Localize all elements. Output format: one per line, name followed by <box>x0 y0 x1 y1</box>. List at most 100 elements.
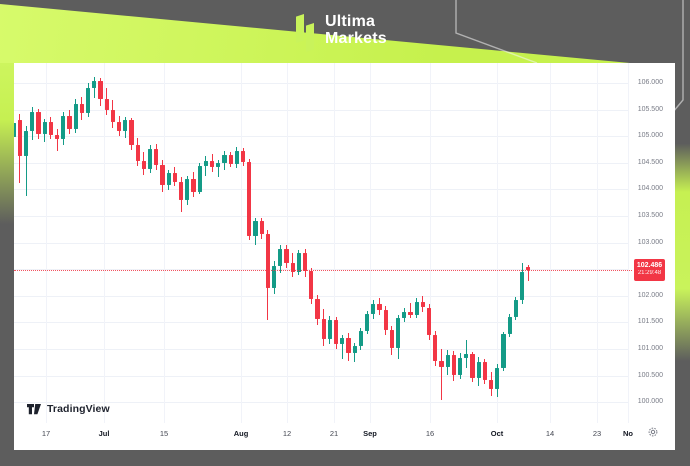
candle <box>284 248 289 263</box>
candle <box>377 304 382 310</box>
candle-wick <box>410 303 411 319</box>
candle <box>247 161 252 237</box>
candle <box>234 151 240 164</box>
v-gridline <box>497 63 498 423</box>
tradingview-attribution-link[interactable]: TradingView <box>27 403 110 415</box>
candle <box>309 271 314 299</box>
h-gridline <box>14 295 628 297</box>
h-gridline <box>14 349 628 350</box>
candle <box>519 272 525 301</box>
candle <box>513 300 519 318</box>
candle <box>296 253 302 273</box>
h-gridline <box>14 375 628 377</box>
right-margin-decoration <box>675 63 690 466</box>
candle <box>414 302 419 315</box>
candle <box>278 248 283 266</box>
candle <box>495 368 500 390</box>
h-gridline <box>14 402 628 404</box>
price-axis-label: 100.000 <box>637 398 663 406</box>
candle <box>240 151 246 162</box>
v-gridline <box>628 63 629 423</box>
candle <box>36 112 41 134</box>
v-gridline <box>370 63 371 423</box>
candle-wick <box>441 349 442 400</box>
candle <box>228 155 233 164</box>
candle <box>402 311 407 319</box>
candle <box>445 355 450 368</box>
candle <box>147 148 153 170</box>
candle <box>23 130 29 157</box>
ultima-markets-logo: Ultima Markets <box>295 13 387 53</box>
price-axis-label: 101.000 <box>637 345 663 352</box>
candle <box>290 262 295 273</box>
left-margin-decoration <box>0 63 14 466</box>
candle <box>116 122 122 131</box>
candle <box>160 164 165 186</box>
candle <box>333 320 339 344</box>
candle <box>14 123 16 138</box>
candle <box>253 221 258 237</box>
h-gridline <box>14 216 628 217</box>
candle <box>426 307 432 336</box>
candle <box>321 319 326 340</box>
time-axis-label: 17 <box>41 429 51 438</box>
candle <box>526 267 531 270</box>
price-axis-label: 106.000 <box>637 79 663 86</box>
current-price-badge: 102.486 21:29:48 <box>634 258 665 281</box>
gear-icon[interactable] <box>648 427 658 437</box>
time-axis-label: 23 <box>592 429 602 438</box>
candle <box>85 88 91 113</box>
price-axis-label: 105.500 <box>637 105 663 113</box>
ultima-bars-icon <box>295 13 317 53</box>
candle <box>197 165 202 192</box>
time-axis-label: Aug <box>233 429 249 438</box>
time-axis-label: Jul <box>98 429 110 438</box>
candle <box>259 221 264 235</box>
candle <box>352 345 357 354</box>
current-price-countdown: 21:29:48 <box>637 270 662 277</box>
time-axis-label: 16 <box>425 429 435 438</box>
candle <box>470 354 475 378</box>
price-axis-label: 104.000 <box>637 185 663 193</box>
tradingview-logo-icon <box>27 403 41 414</box>
brand-wordmark: Ultima Markets <box>325 13 387 53</box>
brand-line2: Markets <box>325 30 387 47</box>
candlestick-series[interactable] <box>14 63 675 450</box>
candle <box>395 318 401 348</box>
v-gridline <box>334 63 335 423</box>
candle <box>79 104 85 113</box>
v-gridline <box>241 63 242 423</box>
v-gridline <box>104 63 105 423</box>
candle <box>302 253 308 272</box>
time-axis-label: Sep <box>363 429 377 438</box>
candle <box>92 80 97 89</box>
time-axis-label: 21 <box>329 429 339 438</box>
time-axis-label: 12 <box>282 429 292 438</box>
candle <box>154 148 159 165</box>
candle <box>265 234 271 289</box>
candle <box>340 338 345 344</box>
price-axis-label: 100.500 <box>637 371 663 379</box>
v-gridline <box>550 63 551 423</box>
candle <box>17 120 23 157</box>
candle <box>451 355 457 375</box>
candle <box>42 122 47 134</box>
h-gridline <box>14 109 628 111</box>
h-gridline <box>14 136 628 138</box>
v-gridline <box>46 63 47 423</box>
h-gridline <box>14 83 628 84</box>
time-axis-label: Oct <box>490 429 504 438</box>
candle <box>110 109 116 123</box>
candle-wick <box>217 159 219 177</box>
candle <box>209 160 215 168</box>
candle <box>67 115 72 129</box>
candle <box>488 379 494 390</box>
h-gridline <box>14 242 628 244</box>
h-gridline <box>14 322 628 324</box>
candle <box>327 320 333 340</box>
candle <box>203 160 209 166</box>
candle <box>135 144 140 161</box>
candle <box>54 135 60 140</box>
v-gridline <box>164 63 165 423</box>
